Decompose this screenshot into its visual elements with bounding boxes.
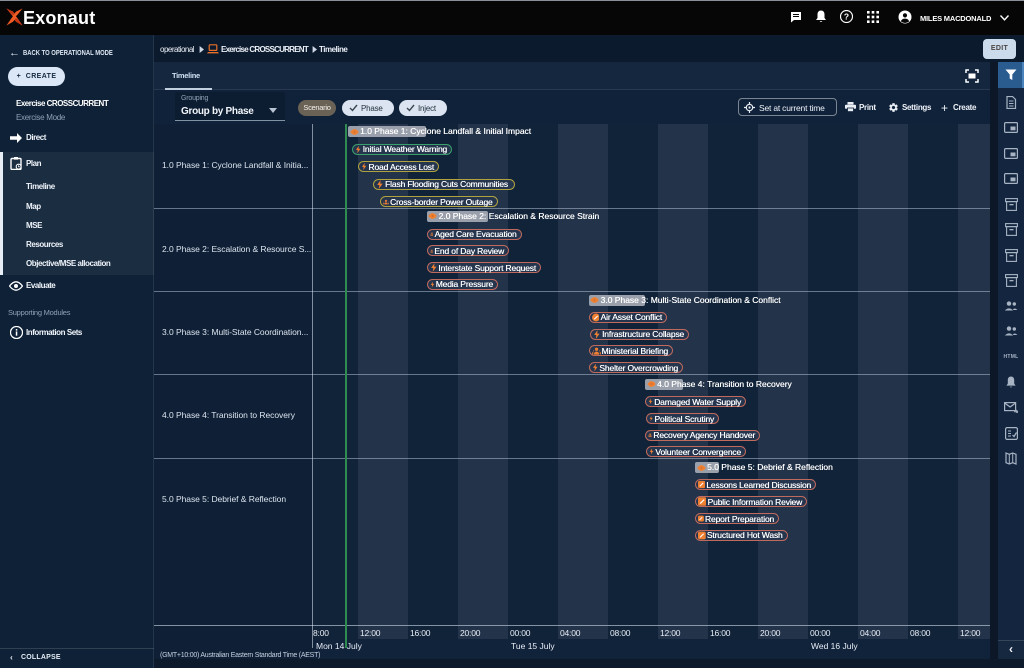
svg-text:?: ? xyxy=(844,11,849,21)
